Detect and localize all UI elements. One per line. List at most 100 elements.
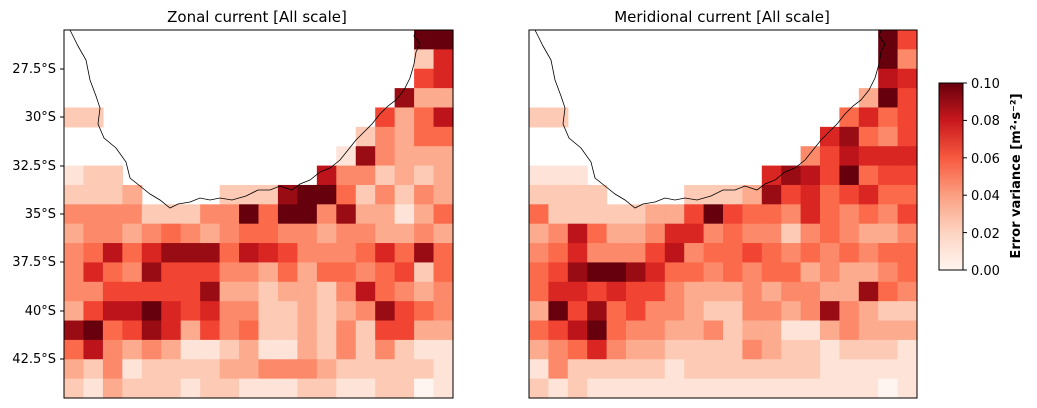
heatmap-cell bbox=[297, 339, 318, 360]
heatmap-cell bbox=[800, 301, 821, 322]
heatmap-cell bbox=[355, 126, 376, 147]
heatmap-cell bbox=[433, 281, 454, 302]
heatmap-cell bbox=[567, 223, 588, 244]
heatmap-cell bbox=[161, 204, 182, 225]
heatmap-cell bbox=[723, 262, 743, 283]
heatmap-cell bbox=[606, 378, 627, 399]
heatmap-cell bbox=[529, 359, 549, 380]
heatmap-cell bbox=[219, 204, 240, 225]
heatmap-cell bbox=[239, 223, 260, 244]
heatmap-cell bbox=[858, 126, 879, 147]
heatmap-cell bbox=[64, 204, 85, 225]
heatmap-cell bbox=[703, 359, 724, 380]
heatmap-cell bbox=[684, 243, 705, 264]
heatmap-cell bbox=[394, 107, 415, 128]
heatmap-cell bbox=[355, 146, 376, 167]
heatmap-cell bbox=[723, 320, 743, 341]
heatmap-cell bbox=[375, 146, 396, 167]
heatmap-cell bbox=[606, 301, 627, 322]
heatmap-cell bbox=[703, 281, 724, 302]
heatmap-cell bbox=[433, 146, 454, 167]
heatmap-cell bbox=[122, 184, 143, 205]
heatmap-cell bbox=[239, 204, 260, 225]
heatmap-cell bbox=[141, 378, 162, 399]
heatmap-cell bbox=[858, 301, 879, 322]
heatmap-cell bbox=[567, 184, 588, 205]
heatmap-cell bbox=[742, 204, 763, 225]
heatmap-cell bbox=[141, 359, 162, 380]
meridional-heatmap bbox=[529, 30, 918, 399]
heatmap-cell bbox=[839, 339, 860, 360]
heatmap-cell bbox=[587, 339, 608, 360]
heatmap-cell bbox=[102, 359, 123, 380]
heatmap-cell bbox=[858, 165, 879, 186]
heatmap-cell bbox=[394, 378, 415, 399]
heatmap-cell bbox=[839, 146, 860, 167]
heatmap-cell bbox=[897, 165, 918, 186]
heatmap-cell bbox=[606, 243, 627, 264]
meridional-plot-frame bbox=[528, 29, 918, 399]
heatmap-cell bbox=[180, 281, 201, 302]
heatmap-cell bbox=[645, 359, 666, 380]
heatmap-cell bbox=[316, 204, 337, 225]
colorbar: 0.00 0.02 0.04 0.06 0.08 0.10 Error vari… bbox=[938, 77, 1024, 279]
heatmap-cell bbox=[239, 378, 260, 399]
heatmap-cell bbox=[761, 165, 782, 186]
heatmap-cell bbox=[703, 320, 724, 341]
heatmap-cell bbox=[742, 339, 763, 360]
heatmap-cell bbox=[64, 165, 85, 186]
heatmap-cell bbox=[102, 262, 123, 283]
heatmap-cell bbox=[122, 359, 143, 380]
heatmap-cell bbox=[141, 243, 162, 264]
heatmap-cell bbox=[414, 126, 435, 147]
heatmap-cell bbox=[297, 204, 318, 225]
heatmap-cell bbox=[645, 204, 666, 225]
heatmap-cell bbox=[414, 320, 435, 341]
heatmap-cell bbox=[414, 204, 435, 225]
heatmap-cell bbox=[355, 262, 376, 283]
heatmap-cell bbox=[414, 378, 435, 399]
heatmap-cell bbox=[839, 165, 860, 186]
heatmap-cell bbox=[414, 262, 435, 283]
heatmap-cell bbox=[781, 184, 802, 205]
heatmap-cell bbox=[703, 223, 724, 244]
heatmap-cell bbox=[897, 68, 918, 89]
heatmap-cell bbox=[258, 262, 279, 283]
heatmap-cell bbox=[781, 281, 802, 302]
heatmap-cell bbox=[587, 359, 608, 380]
heatmap-cell bbox=[200, 223, 221, 244]
heatmap-cell bbox=[548, 320, 569, 341]
heatmap-cell bbox=[433, 126, 454, 147]
heatmap-cell bbox=[219, 184, 240, 205]
heatmap-cell bbox=[433, 339, 454, 360]
heatmap-cell bbox=[336, 359, 357, 380]
heatmap-cell bbox=[878, 378, 899, 399]
heatmap-cell bbox=[723, 204, 743, 225]
heatmap-cell bbox=[336, 223, 357, 244]
heatmap-cell bbox=[723, 223, 743, 244]
heatmap-cell bbox=[664, 204, 685, 225]
heatmap-cell bbox=[858, 281, 879, 302]
heatmap-cell bbox=[141, 281, 162, 302]
heatmap-cell bbox=[645, 301, 666, 322]
heatmap-cell bbox=[316, 262, 337, 283]
heatmap-cell bbox=[567, 378, 588, 399]
heatmap-cell bbox=[781, 223, 802, 244]
heatmap-cell bbox=[433, 223, 454, 244]
heatmap-cell bbox=[316, 320, 337, 341]
heatmap-cell bbox=[897, 204, 918, 225]
heatmap-cell bbox=[858, 320, 879, 341]
heatmap-cell bbox=[723, 243, 743, 264]
heatmap-cell bbox=[897, 243, 918, 264]
heatmap-cell bbox=[820, 223, 840, 244]
heatmap-cell bbox=[161, 301, 182, 322]
heatmap-cell bbox=[878, 165, 899, 186]
zonal-y-ticks: 27.5°S 30°S 32.5°S 35°S 37.5°S 40°S 42.5… bbox=[12, 62, 56, 367]
heatmap-cell bbox=[200, 339, 221, 360]
heatmap-cell bbox=[414, 146, 435, 167]
heatmap-cell bbox=[587, 378, 608, 399]
heatmap-cell bbox=[781, 359, 802, 380]
heatmap-cell bbox=[606, 204, 627, 225]
heatmap-cell bbox=[587, 301, 608, 322]
